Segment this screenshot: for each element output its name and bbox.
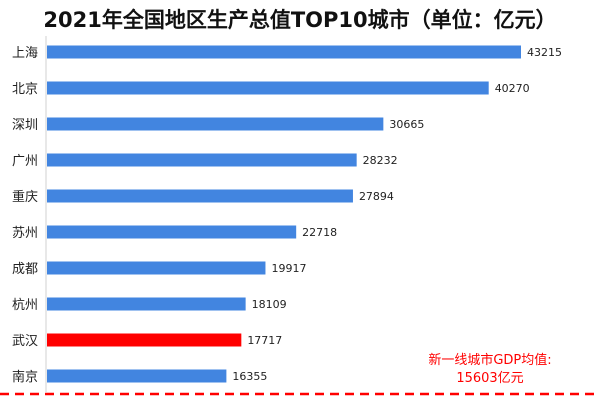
category-label-5: 苏州 xyxy=(12,225,38,241)
bar-7 xyxy=(47,297,246,311)
bar-2 xyxy=(47,117,384,131)
value-label-7: 18109 xyxy=(252,298,287,311)
bar-0 xyxy=(47,45,521,59)
bar-3 xyxy=(47,153,357,167)
category-label-0: 上海 xyxy=(12,46,38,61)
category-label-3: 广州 xyxy=(12,154,38,169)
value-label-6: 19917 xyxy=(271,262,306,275)
value-label-1: 40270 xyxy=(495,82,530,95)
category-label-8: 武汉 xyxy=(12,334,38,349)
value-label-5: 22718 xyxy=(302,226,337,239)
category-label-9: 南京 xyxy=(12,369,38,385)
bar-4 xyxy=(47,189,353,203)
bar-6 xyxy=(47,261,266,275)
category-label-6: 成都 xyxy=(12,262,38,277)
bar-9 xyxy=(47,369,227,383)
value-label-0: 43215 xyxy=(527,46,562,59)
value-label-3: 28232 xyxy=(363,154,398,167)
bar-1 xyxy=(47,81,489,95)
annotation-line1: 新一线城市GDP均值: xyxy=(428,353,552,368)
category-label-4: 重庆 xyxy=(12,189,38,205)
value-label-2: 30665 xyxy=(389,118,424,131)
bar-8 xyxy=(47,333,242,347)
value-label-4: 27894 xyxy=(359,190,394,203)
value-label-9: 16355 xyxy=(232,370,267,383)
annotation-line2: 15603亿元 xyxy=(456,371,524,386)
category-label-7: 杭州 xyxy=(12,298,38,313)
value-label-8: 17717 xyxy=(247,334,282,347)
chart-title: 2021年全国地区生产总值TOP10城市（单位：亿元） xyxy=(43,8,557,32)
bar-5 xyxy=(47,225,297,239)
annotation-note: 新一线城市GDP均值: 15603亿元 xyxy=(390,352,590,388)
category-label-2: 深圳 xyxy=(12,118,38,133)
category-label-1: 北京 xyxy=(12,82,38,97)
